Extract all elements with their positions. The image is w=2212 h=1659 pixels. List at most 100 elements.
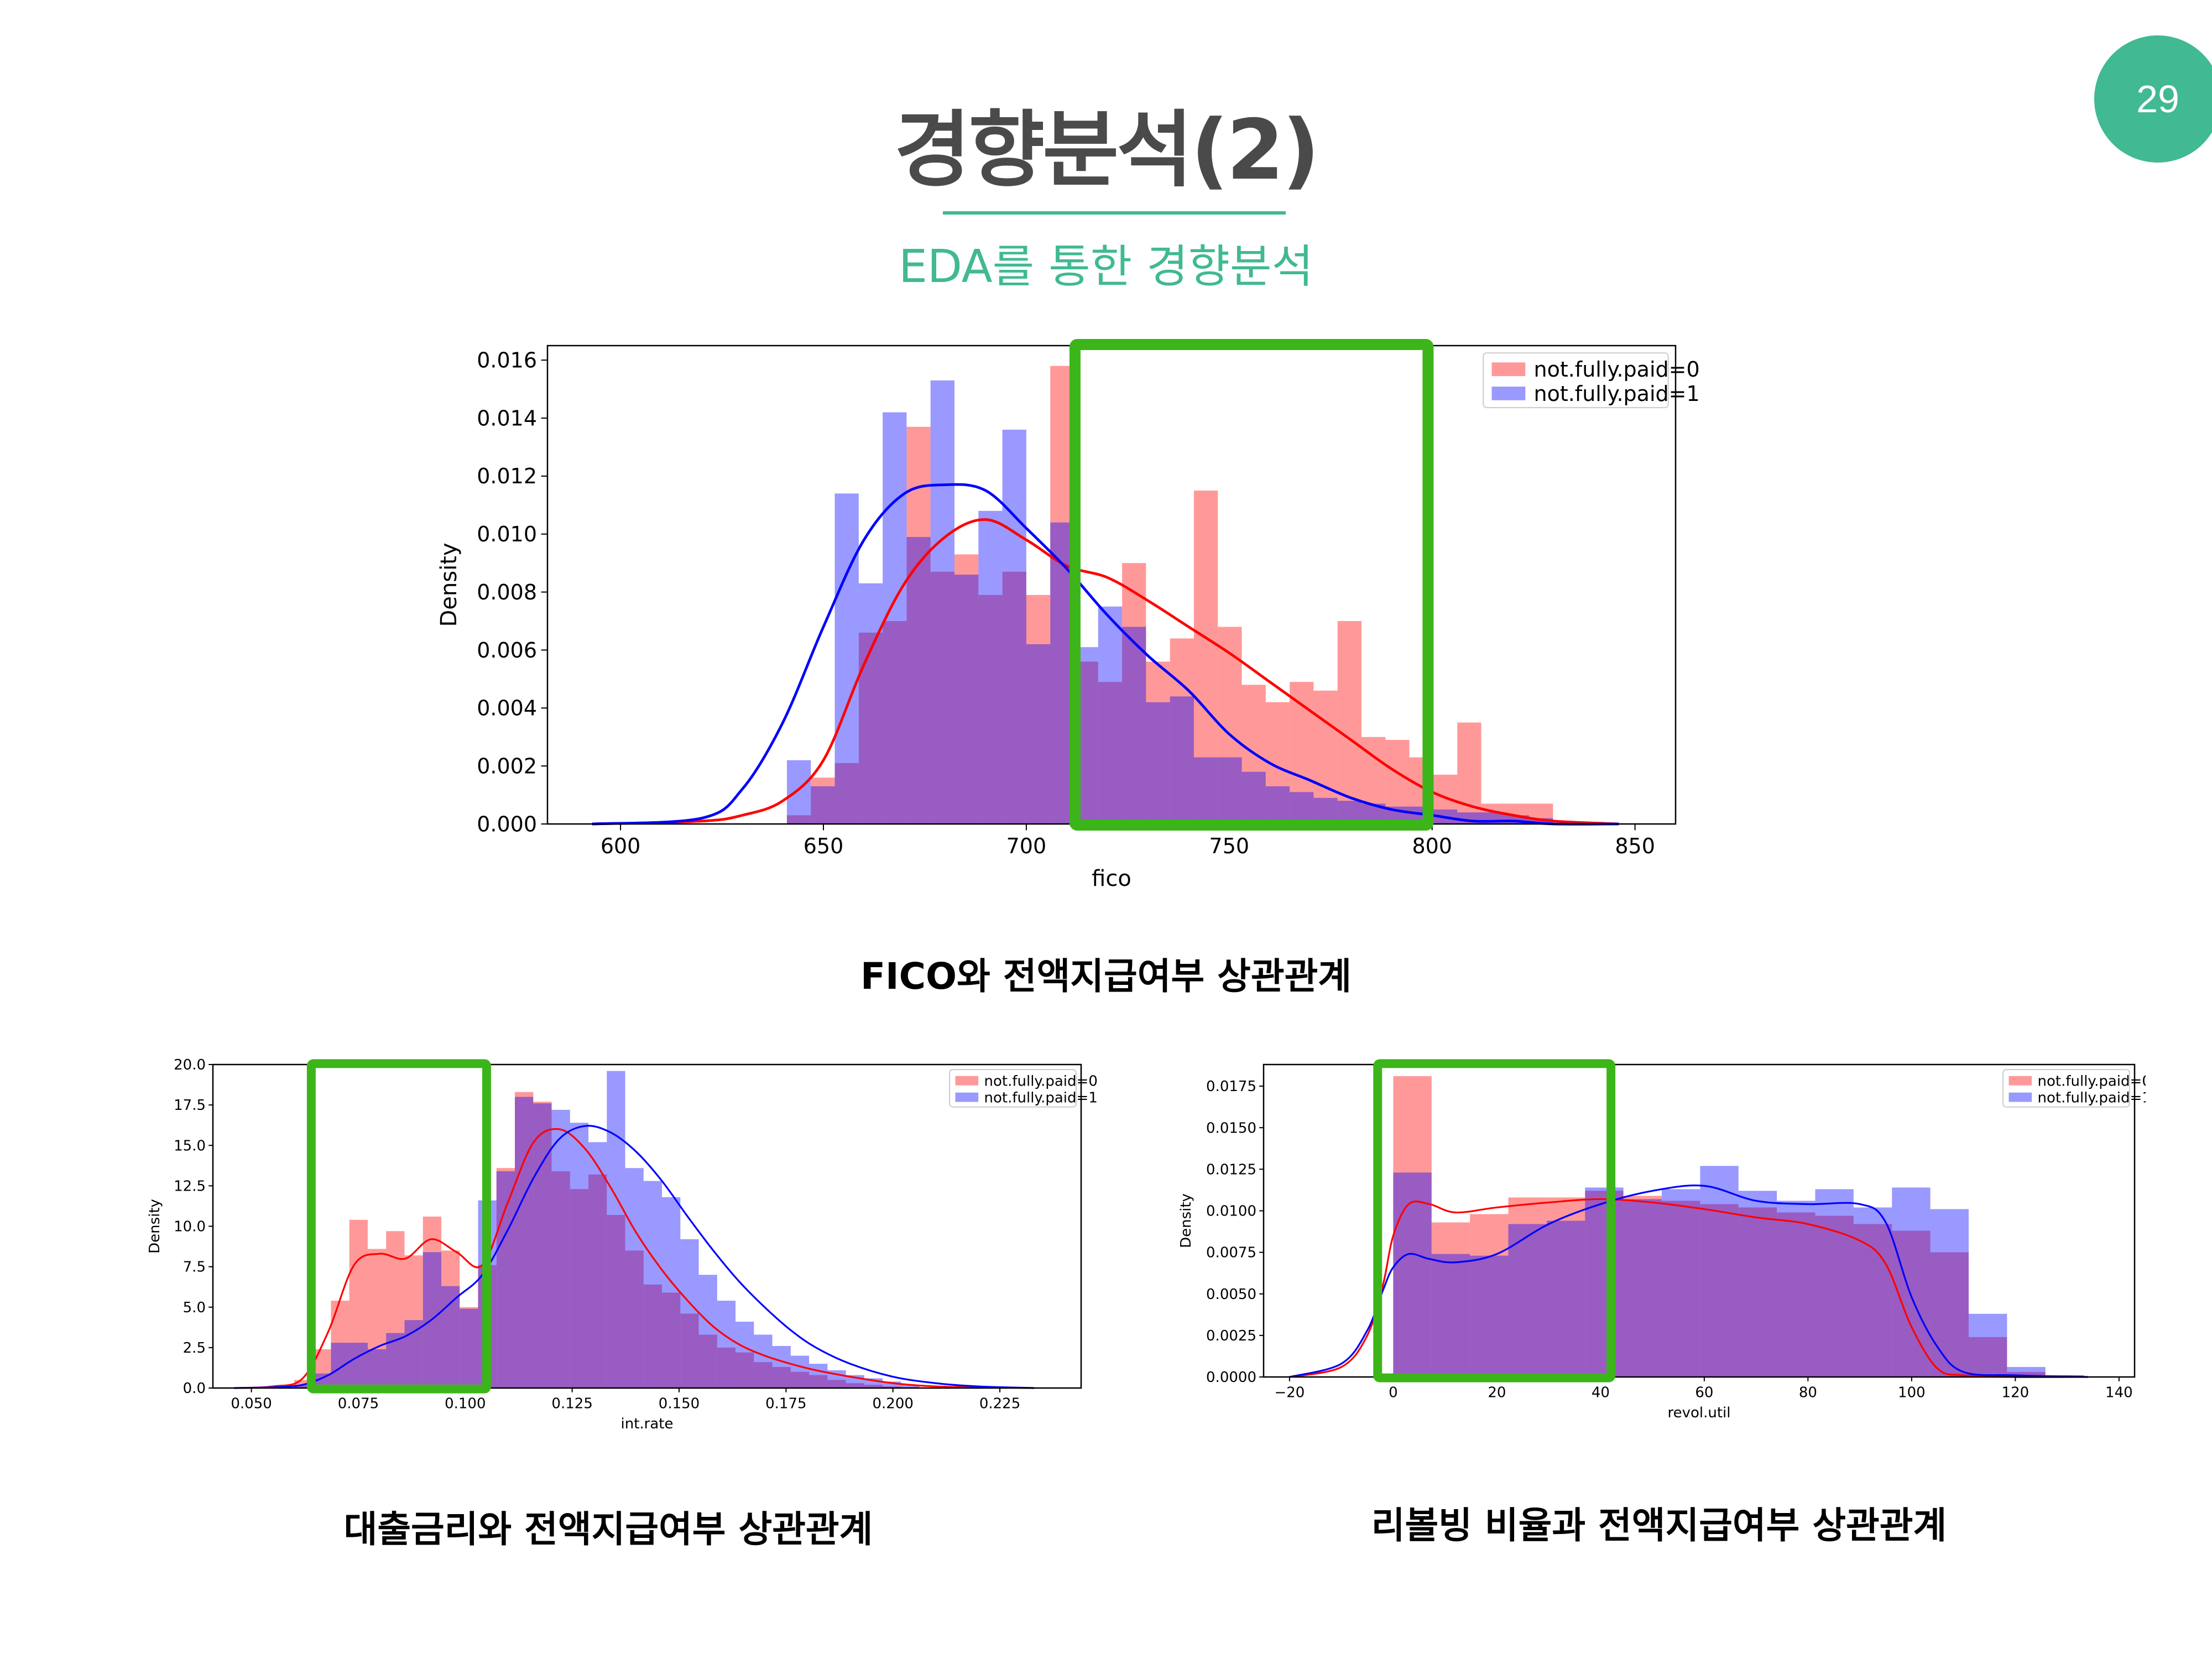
y-tick-label: 0.008 xyxy=(477,580,537,604)
kde-line-series-1 xyxy=(234,1125,1034,1389)
x-tick-label: 0 xyxy=(1389,1384,1398,1401)
x-tick-label: 0.075 xyxy=(338,1395,379,1412)
bar-series-0 xyxy=(846,1383,864,1388)
legend-label: not.fully.paid=1 xyxy=(1534,382,1700,406)
bar-series-1 xyxy=(441,1286,460,1388)
bar-series-0 xyxy=(1662,1201,1700,1377)
legend-swatch xyxy=(2008,1092,2032,1102)
int-rate-density-chart: 0.050 0.075 0.100 0.125 0.150 0.175 0.200 0.225… xyxy=(147,1057,1098,1432)
bar-series-1 xyxy=(1098,606,1123,824)
x-tick-label: 60 xyxy=(1695,1384,1713,1401)
bar-series-1 xyxy=(662,1197,681,1388)
y-tick-label: 10.0 xyxy=(174,1219,206,1235)
bar-series-0 xyxy=(625,1250,644,1388)
bar-series-0 xyxy=(1700,1204,1739,1377)
bar-series-0 xyxy=(1470,1214,1509,1377)
y-axis-label: Density xyxy=(1178,1193,1194,1248)
bar-series-0 xyxy=(1170,638,1194,824)
bar-series-1 xyxy=(772,1345,791,1388)
bar-series-1 xyxy=(1122,627,1146,824)
kde-line-series-0 xyxy=(234,1128,1034,1389)
bar-series-1 xyxy=(1193,757,1218,824)
bar-series-1 xyxy=(1393,1172,1432,1377)
bar-series-1 xyxy=(404,1320,423,1388)
bar-series-1 xyxy=(1585,1187,1624,1377)
bar-series-0 xyxy=(1098,682,1123,824)
bar-series-1 xyxy=(1777,1201,1815,1377)
legend-box xyxy=(2002,1069,2130,1108)
bar-series-0 xyxy=(1002,571,1026,824)
y-tick-label: 0.0025 xyxy=(1206,1328,1256,1344)
legend-label: not.fully.paid=0 xyxy=(1534,357,1700,382)
x-tick-label: 20 xyxy=(1488,1384,1506,1401)
bar-series-1 xyxy=(588,1142,607,1388)
x-tick-label: 850 xyxy=(1615,834,1655,858)
bar-series-1 xyxy=(906,537,931,824)
bar-series-1 xyxy=(1265,786,1290,824)
legend-swatch xyxy=(955,1076,979,1086)
bar-series-0 xyxy=(533,1102,552,1388)
bar-series-1 xyxy=(1738,1191,1777,1377)
bar-series-1 xyxy=(625,1168,644,1388)
bar-series-0 xyxy=(570,1189,589,1388)
y-tick-label: 7.5 xyxy=(183,1259,206,1276)
legend-label: not.fully.paid=1 xyxy=(984,1089,1098,1106)
bar-series-0 xyxy=(883,621,907,824)
bar-series-0 xyxy=(1508,1197,1547,1377)
histogram-bars xyxy=(294,1071,920,1388)
bar-series-0 xyxy=(1193,491,1218,824)
bar-series-0 xyxy=(404,1255,423,1388)
legend-label: not.fully.paid=0 xyxy=(984,1073,1098,1089)
bar-series-1 xyxy=(883,1381,901,1388)
bar-series-1 xyxy=(1930,1209,1969,1377)
x-tick-label: 0.100 xyxy=(445,1395,486,1412)
bar-series-1 xyxy=(1218,757,1242,824)
x-tick-label: 0.200 xyxy=(872,1395,913,1412)
bar-series-0 xyxy=(1969,1337,2007,1377)
y-tick-label: 0.0125 xyxy=(1206,1161,1256,1178)
bar-series-0 xyxy=(1623,1196,1662,1377)
bar-series-0 xyxy=(643,1284,662,1388)
y-tick-label: 0.002 xyxy=(477,754,537,778)
bar-series-0 xyxy=(1026,594,1051,824)
x-tick-label: 0.050 xyxy=(231,1395,272,1412)
bar-series-1 xyxy=(754,1334,773,1388)
y-tick-label: 0.014 xyxy=(477,406,537,430)
bar-series-0 xyxy=(827,1380,846,1388)
bar-series-1 xyxy=(515,1097,534,1388)
bar-series-1 xyxy=(735,1322,754,1388)
y-tick-label: 0.0175 xyxy=(1206,1078,1256,1095)
y-tick-label: 5.0 xyxy=(183,1300,206,1316)
x-tick-label: 40 xyxy=(1592,1384,1610,1401)
bar-series-1 xyxy=(349,1343,368,1388)
bar-series-0 xyxy=(515,1092,534,1388)
bar-series-1 xyxy=(1170,696,1194,824)
bar-series-0 xyxy=(717,1347,736,1388)
bar-series-1 xyxy=(331,1343,349,1388)
bar-series-0 xyxy=(1146,661,1170,824)
bar-series-1 xyxy=(496,1171,515,1388)
bar-series-1 xyxy=(809,1364,828,1388)
bar-series-0 xyxy=(422,1216,441,1388)
bar-series-1 xyxy=(1002,430,1026,824)
y-tick-label: 0.0100 xyxy=(1206,1203,1256,1220)
bar-series-1 xyxy=(367,1349,387,1388)
revol-util-density-chart: −20 0 20 40 60 80 100 120 140 0.0000 0.0025 0.0050 0… xyxy=(1178,1059,2146,1421)
bar-series-0 xyxy=(2007,1371,2046,1377)
bar-series-0 xyxy=(754,1362,773,1388)
bar-series-1 xyxy=(698,1275,717,1388)
bar-series-1 xyxy=(551,1109,570,1388)
bar-series-1 xyxy=(834,493,859,824)
y-tick-label: 0.004 xyxy=(477,696,537,721)
bar-series-1 xyxy=(1853,1207,1892,1377)
y-tick-label: 0.0 xyxy=(183,1380,206,1397)
legend-label: not.fully.paid=1 xyxy=(2038,1089,2146,1106)
x-tick-label: 0.225 xyxy=(979,1395,1020,1412)
title-divider xyxy=(943,211,1286,215)
bar-series-1 xyxy=(978,510,1003,824)
x-tick-label: 0.175 xyxy=(765,1395,806,1412)
x-tick-label: −20 xyxy=(1274,1384,1305,1401)
legend-label: not.fully.paid=0 xyxy=(2038,1073,2146,1089)
slide-title: 경향분석(2) xyxy=(894,102,1319,199)
